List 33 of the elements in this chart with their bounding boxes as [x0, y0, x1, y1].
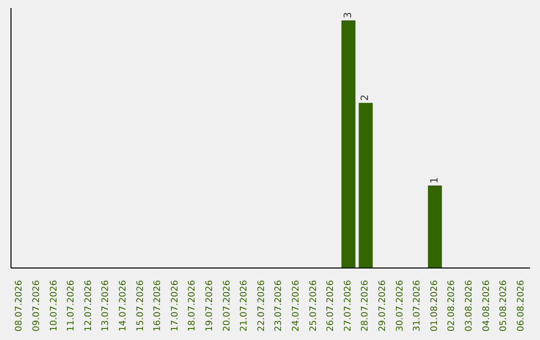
data-label: 1	[429, 177, 440, 184]
x-tick-label: 31.07.2026	[412, 280, 423, 332]
x-tick-label: 02.08.2026	[447, 280, 458, 332]
x-tick-label: 26.07.2026	[326, 280, 336, 332]
x-tick-label: 08.07.2026	[14, 280, 25, 332]
x-tick-label: 29.07.2026	[378, 280, 388, 332]
x-tick-label: 22.07.2026	[256, 280, 267, 332]
x-tick-label: 18.07.2026	[188, 280, 198, 332]
x-tick-label: 25.07.2026	[308, 280, 319, 332]
x-tick-label: 13.07.2026	[101, 280, 112, 332]
x-tick-label: 11.07.2026	[66, 280, 77, 332]
x-tick-label: 17.07.2026	[170, 280, 180, 332]
x-tick-label: 24.07.2026	[291, 280, 302, 332]
x-tick-label: 27.07.2026	[343, 280, 354, 332]
x-tick-label: 09.07.2026	[32, 280, 42, 332]
x-tick-label: 05.08.2026	[499, 280, 510, 332]
x-tick-label: 28.07.2026	[360, 280, 371, 332]
x-tick-label: 23.07.2026	[274, 280, 284, 332]
data-label: 3	[342, 12, 354, 18]
x-tick-label: 20.07.2026	[222, 280, 232, 332]
x-tick-label: 15.07.2026	[136, 280, 146, 332]
x-tick-label: 14.07.2026	[118, 280, 128, 332]
x-tick-label: 16.07.2026	[153, 280, 164, 332]
x-tick-label: 01.08.2026	[430, 280, 440, 332]
data-label: 2	[360, 94, 372, 101]
x-tick-label: 03.08.2026	[464, 280, 474, 332]
x-tick-label: 10.07.2026	[49, 280, 60, 332]
x-tick-label: 21.07.2026	[240, 280, 250, 332]
x-tick-label: 04.08.2026	[482, 280, 492, 332]
x-tick-label: 19.07.2026	[204, 280, 215, 332]
x-tick-label: 12.07.2026	[84, 280, 94, 332]
x-tick-label: 30.07.2026	[395, 280, 406, 332]
x-tick-label: 06.08.2026	[516, 280, 526, 332]
